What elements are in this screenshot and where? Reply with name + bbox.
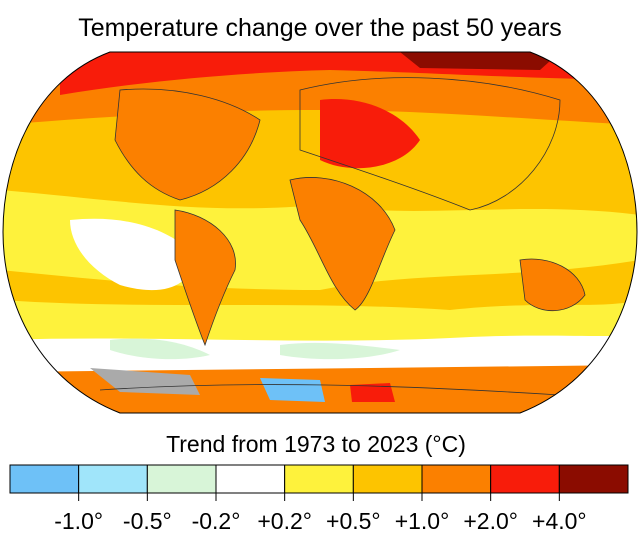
- title: Temperature change over the past 50 year…: [78, 14, 562, 42]
- southern-band: [3, 300, 637, 347]
- legend-title: Trend from 1973 to 2023 (°C): [166, 431, 466, 457]
- map: [3, 52, 637, 413]
- legend-label: +2.0°: [463, 508, 518, 534]
- legend-label: +0.5°: [326, 508, 381, 534]
- north-america: [115, 89, 260, 200]
- cool-patch: [280, 342, 400, 360]
- legend-swatch: [558, 464, 629, 494]
- legend-swatch: [215, 464, 286, 494]
- hot-patch: [350, 383, 395, 402]
- pacific-cool: [70, 218, 192, 291]
- cool-patch: [110, 338, 210, 360]
- eurasia-hot: [320, 99, 420, 169]
- legend-label: -0.2°: [192, 508, 241, 534]
- map-border: [2, 51, 638, 414]
- legend-swatch: [146, 464, 217, 494]
- legend-label: +0.2°: [257, 508, 312, 534]
- south-america: [175, 210, 236, 345]
- legend-label: +4.0°: [532, 508, 587, 534]
- legend-swatch: [284, 464, 354, 494]
- australia: [520, 259, 585, 311]
- legend-label: -0.5°: [123, 508, 172, 534]
- coastline: [99, 77, 586, 396]
- legend-swatch: [9, 464, 80, 494]
- no-data: [90, 368, 200, 395]
- legend-label: +1.0°: [395, 508, 450, 534]
- legend-label: -1.0°: [54, 508, 103, 534]
- arctic-extreme: [400, 52, 560, 70]
- legend-swatch: [490, 464, 560, 494]
- legend-swatch: [352, 464, 423, 494]
- legend-swatch: [421, 464, 492, 494]
- africa: [290, 177, 395, 310]
- cold-patch: [260, 378, 325, 402]
- legend: -1.0° -0.5° -0.2° +0.2° +0.5° +1.0° +2.0° +4.0°: [9, 464, 629, 534]
- legend-swatch: [78, 464, 148, 494]
